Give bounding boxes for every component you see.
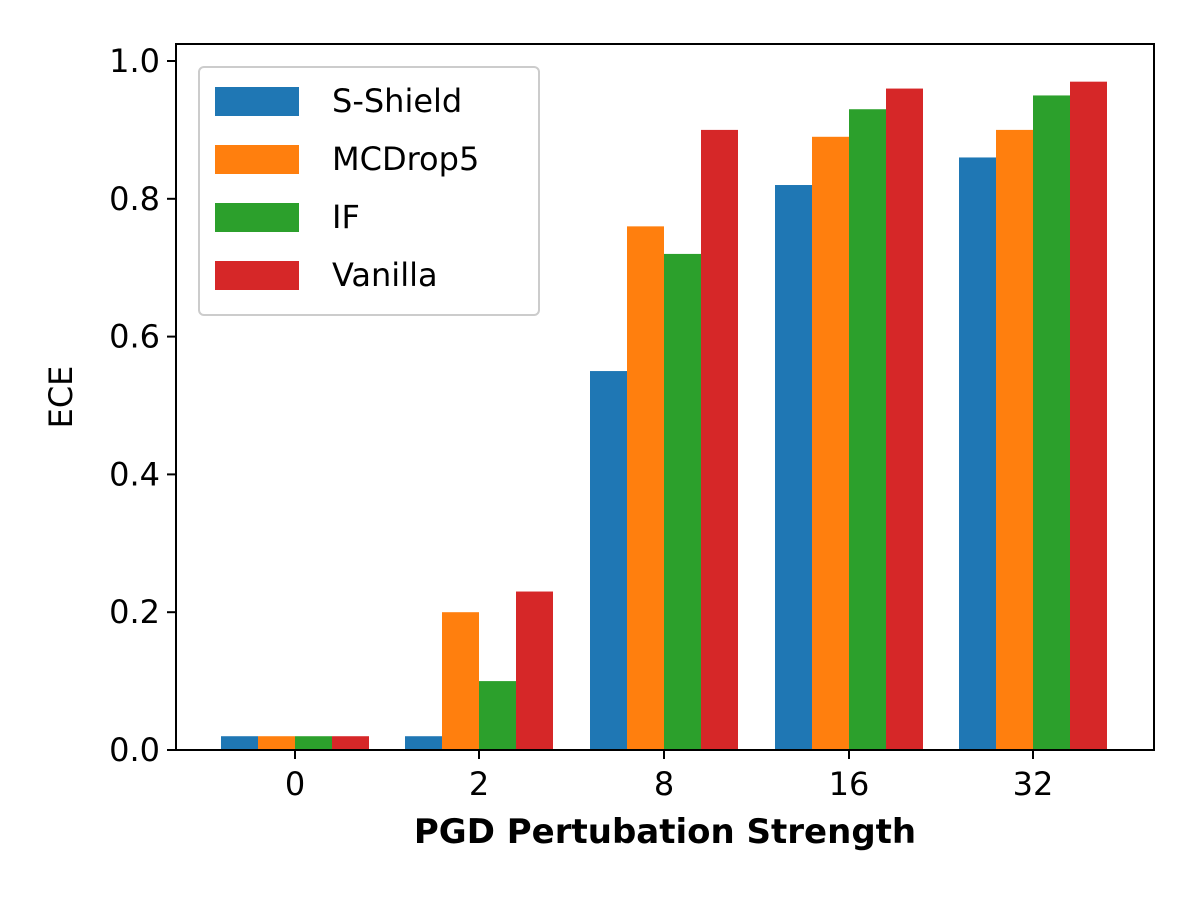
y-tick-label: 1.0 [109,42,160,80]
legend-label-vanilla: Vanilla [332,256,438,294]
legend: S-Shield MCDrop5 IF Vanilla [198,66,540,316]
legend-box [198,66,540,316]
bar-if-2 [479,681,516,750]
bar-s-shield-16 [775,185,812,750]
bar-if-0 [295,736,332,750]
y-tick-label: 0.0 [109,731,160,769]
bar-s-shield-2 [405,736,442,750]
bar-s-shield-0 [221,736,258,750]
x-tick-label: 0 [285,765,305,803]
x-axis-label: PGD Pertubation Strength [414,812,916,852]
bar-vanilla-16 [886,88,923,750]
bar-vanilla-8 [701,129,738,750]
y-tick-label: 0.8 [109,180,160,218]
legend-swatch-vanilla [215,261,299,290]
bar-mcdrop5-32 [996,129,1033,750]
bar-mcdrop5-16 [812,136,849,751]
bar-mcdrop5-0 [258,736,295,750]
bar-if-32 [1033,95,1070,750]
legend-label-s-shield: S-Shield [332,82,462,120]
y-tick-label: 0.6 [109,318,160,356]
bar-s-shield-8 [590,371,627,750]
bar-if-16 [849,109,886,751]
y-tick-label: 0.2 [109,593,160,631]
x-tick-label: 16 [829,765,870,803]
x-tick-label: 8 [654,765,674,803]
legend-swatch-if [215,203,299,232]
y-axis-label: ECE [42,366,80,429]
bar-vanilla-2 [516,591,553,750]
legend-label-mcdrop5: MCDrop5 [332,140,479,178]
bar-mcdrop5-2 [442,612,479,750]
bar-s-shield-32 [959,157,996,750]
legend-label-if: IF [332,198,360,236]
y-axis: 0.0 0.2 0.4 0.6 0.8 1.0 [109,42,176,769]
x-tick-label: 2 [469,765,489,803]
y-tick-label: 0.4 [109,455,160,493]
x-tick-label: 32 [1013,765,1054,803]
x-axis: 0 2 8 16 32 [285,750,1054,803]
bar-vanilla-0 [332,736,369,750]
bar-vanilla-32 [1070,81,1107,751]
legend-swatch-mcdrop5 [215,145,299,174]
bar-mcdrop5-8 [627,226,664,751]
bar-if-8 [664,253,701,751]
legend-swatch-s-shield [215,87,299,116]
bars-layer [221,81,1107,751]
